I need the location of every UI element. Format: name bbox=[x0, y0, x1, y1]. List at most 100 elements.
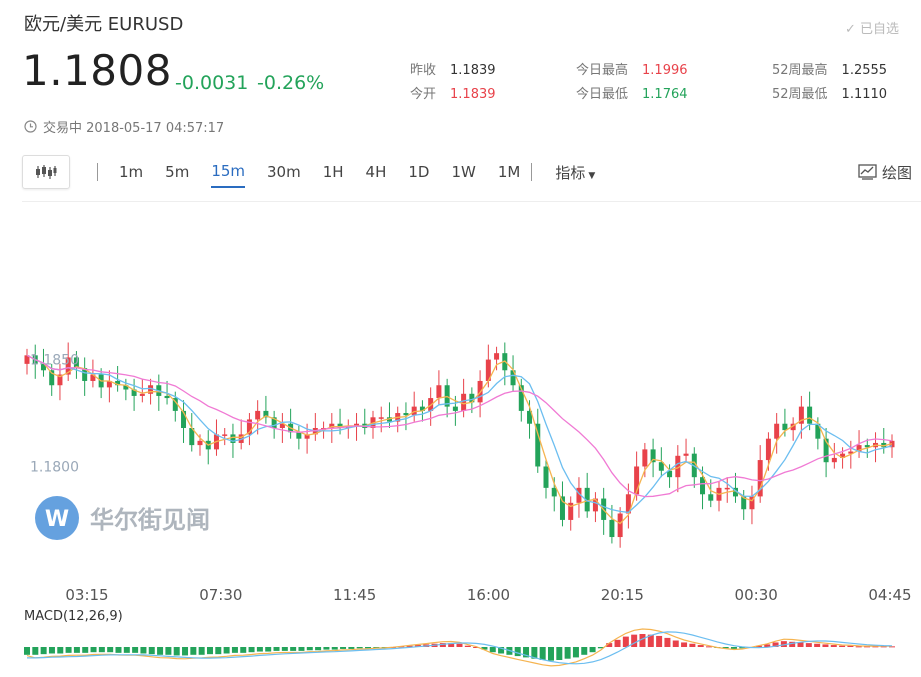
timeframe-15m[interactable]: 15m bbox=[211, 156, 246, 188]
macd-bar bbox=[589, 647, 596, 653]
candle-body bbox=[172, 398, 178, 411]
instrument-title: 欧元/美元 EURUSD bbox=[24, 14, 184, 35]
candle-body bbox=[881, 442, 887, 448]
candles bbox=[24, 342, 895, 548]
stat-label: 昨收 bbox=[410, 63, 437, 78]
candle-body bbox=[57, 374, 63, 386]
stat-52w-high: 52周最高 1.2555 bbox=[772, 59, 887, 78]
price-change: -0.0031 bbox=[175, 72, 249, 94]
candle-body bbox=[510, 370, 516, 386]
stat-label: 52周最高 bbox=[772, 63, 828, 78]
candle-body bbox=[164, 395, 170, 399]
candle-body bbox=[139, 393, 145, 396]
macd-bar bbox=[281, 647, 288, 651]
macd-bar bbox=[722, 647, 729, 649]
stat-value: 1.1839 bbox=[450, 87, 496, 102]
self-select-toggle[interactable]: ✓ 已自选 bbox=[845, 18, 899, 37]
time-label: 16:00 bbox=[467, 586, 510, 604]
candle-body bbox=[617, 513, 623, 538]
macd-bar bbox=[730, 647, 737, 649]
macd-bar bbox=[448, 643, 455, 647]
candle-body bbox=[790, 423, 796, 431]
timeframe-30m[interactable]: 30m bbox=[267, 163, 301, 181]
candle-body bbox=[527, 410, 533, 424]
macd-bar bbox=[340, 647, 347, 649]
macd-bar bbox=[789, 641, 796, 647]
macd-bar bbox=[315, 647, 322, 651]
time-label: 00:30 bbox=[735, 586, 778, 604]
macd-bar bbox=[830, 645, 837, 647]
self-select-label: 已自选 bbox=[859, 22, 899, 37]
candle-body bbox=[732, 487, 738, 497]
macd-bar bbox=[90, 647, 97, 653]
macd-bar bbox=[306, 647, 313, 651]
macd-dif-line bbox=[26, 628, 892, 667]
candlestick-chart[interactable]: W 华尔街见闻 1.1850 1.1800 03:15 07:30 11:45 16:0… bbox=[22, 202, 921, 677]
macd-bar bbox=[82, 647, 89, 653]
timeframe-1mo[interactable]: 1M bbox=[497, 163, 521, 181]
macd-bar bbox=[290, 647, 297, 651]
stat-value: 1.2555 bbox=[841, 63, 888, 78]
candle-body bbox=[831, 457, 837, 463]
macd-bar bbox=[547, 647, 554, 661]
macd-bar bbox=[248, 647, 255, 653]
macd-bar bbox=[597, 647, 604, 649]
draw-button[interactable]: 绘图 bbox=[858, 162, 912, 183]
candle-body bbox=[148, 385, 154, 394]
time-label: 11:45 bbox=[333, 586, 376, 604]
macd-bar bbox=[606, 643, 613, 647]
toolbar-divider bbox=[97, 163, 98, 181]
macd-bar bbox=[539, 647, 546, 660]
candle-body bbox=[304, 434, 310, 439]
time-axis-labels: 03:15 07:30 11:45 16:00 20:15 00:30 04:45 bbox=[65, 586, 911, 604]
timeframe-5m[interactable]: 5m bbox=[165, 163, 190, 181]
macd-bar bbox=[98, 647, 105, 653]
candle-body bbox=[708, 494, 714, 501]
toolbar-divider bbox=[531, 163, 533, 181]
indicator-dropdown[interactable]: 指标 ▼ bbox=[555, 162, 595, 183]
macd-label: MACD(12,26,9) bbox=[24, 609, 123, 624]
stat-label: 今日最高 bbox=[576, 63, 629, 78]
macd-bar bbox=[864, 646, 871, 648]
candle-body bbox=[667, 470, 673, 478]
macd-bar bbox=[256, 647, 263, 652]
macd-bar bbox=[656, 635, 663, 647]
macd-bar bbox=[73, 647, 80, 653]
macd-bar bbox=[880, 646, 887, 648]
candle-body bbox=[757, 460, 763, 497]
candle-body bbox=[419, 406, 425, 411]
candle-body bbox=[584, 487, 590, 512]
price-change-percent: -0.26% bbox=[257, 72, 325, 94]
candle-body bbox=[386, 417, 392, 422]
candle-body bbox=[724, 487, 730, 490]
stat-52w-low: 52周最低 1.1110 bbox=[772, 83, 887, 102]
time-label: 03:15 bbox=[65, 586, 108, 604]
timeframe-1d[interactable]: 1D bbox=[408, 163, 430, 181]
candle-body bbox=[749, 496, 755, 510]
candle-body bbox=[82, 368, 88, 381]
timeframe-1w[interactable]: 1W bbox=[451, 163, 476, 181]
candle-body bbox=[24, 355, 30, 364]
timeframe-1h[interactable]: 1H bbox=[322, 163, 344, 181]
macd-bar bbox=[889, 646, 895, 648]
macd-bar bbox=[123, 647, 130, 653]
timeframe-4h[interactable]: 4H bbox=[365, 163, 387, 181]
macd-bar bbox=[107, 647, 114, 653]
macd-bar bbox=[323, 647, 330, 650]
candle-body bbox=[469, 393, 475, 403]
candle-body bbox=[848, 451, 854, 454]
candle-body bbox=[123, 385, 129, 390]
chart-area[interactable]: W 华尔街见闻 1.1850 1.1800 03:15 07:30 11:45 16:0… bbox=[22, 201, 921, 677]
timeframe-1m[interactable]: 1m bbox=[119, 163, 144, 181]
candle-body bbox=[197, 440, 203, 446]
macd-bar bbox=[498, 647, 505, 654]
chart-type-button[interactable] bbox=[22, 155, 70, 189]
candle-body bbox=[856, 445, 862, 452]
macd-bar bbox=[414, 645, 421, 647]
candle-body bbox=[625, 494, 631, 514]
candle-body bbox=[485, 359, 491, 381]
candle-body bbox=[634, 466, 640, 495]
macd-bar bbox=[822, 644, 829, 647]
candle-body bbox=[765, 438, 771, 461]
macd-bar bbox=[531, 647, 538, 659]
